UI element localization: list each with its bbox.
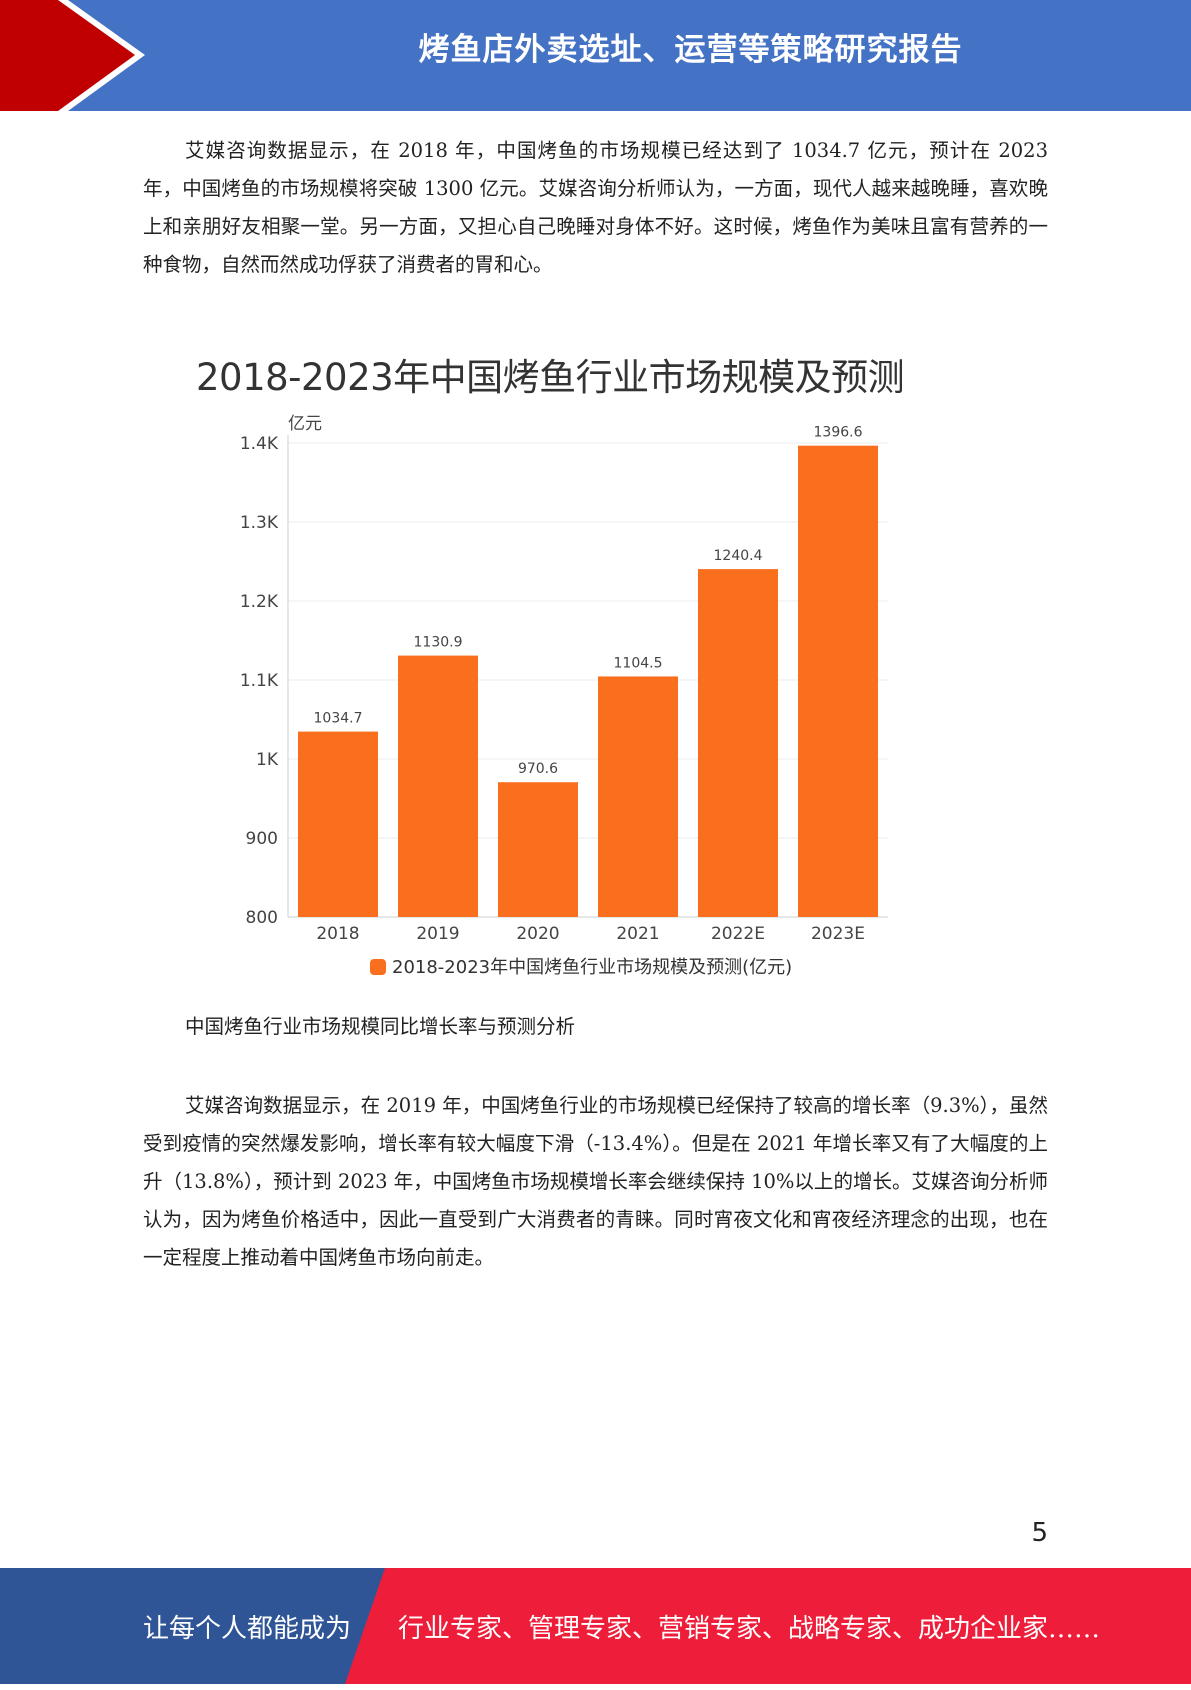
market-size-chart: 2018-2023年中国烤鱼行业市场规模及预测 800 900 1K 1.1K 1.2K… <box>180 335 1020 995</box>
legend-swatch <box>370 959 386 975</box>
bar <box>398 655 478 917</box>
legend-label: 2018-2023年中国烤鱼行业市场规模及预测(亿元) <box>392 957 793 978</box>
y-tick-label: 1.2K <box>240 592 279 612</box>
header-title: 烤鱼店外卖选址、运营等策略研究报告 <box>418 32 963 68</box>
y-tick-label: 1K <box>256 750 279 770</box>
footer-slogan-left: 让每个人都能成为 <box>143 1614 352 1644</box>
y-tick-label: 1.4K <box>240 434 279 454</box>
page-header: 烤鱼店外卖选址、运营等策略研究报告 <box>0 0 1191 111</box>
bar <box>598 676 678 917</box>
y-tick-label: 900 <box>246 829 278 849</box>
page-number: 5 <box>1031 1518 1048 1548</box>
chart-legend: 2018-2023年中国烤鱼行业市场规模及预测(亿元) <box>370 953 792 979</box>
chart-title: 2018-2023年中国烤鱼行业市场规模及预测 <box>196 356 905 399</box>
x-tick-label: 2023E <box>811 924 865 944</box>
footer-slogan-right: 行业专家、管理专家、营销专家、战略专家、成功企业家…… <box>398 1614 1101 1644</box>
bar-value-label: 1240.4 <box>714 548 763 564</box>
bar <box>698 569 778 917</box>
chart-plot: 800 900 1K 1.1K 1.2K 1.3K 1.4K 亿元 1034.7 2018 1130… <box>240 414 888 944</box>
bar-value-label: 970.6 <box>518 761 558 777</box>
bar-value-label: 1130.9 <box>414 635 463 651</box>
bar-value-label: 1034.7 <box>314 711 363 727</box>
section-subheading: 中国烤鱼行业市场规模同比增长率与预测分析 <box>185 1015 576 1038</box>
x-tick-label: 2021 <box>616 924 659 944</box>
bar <box>498 782 578 917</box>
y-axis-unit-label: 亿元 <box>288 414 322 434</box>
y-tick-label: 1.1K <box>240 671 279 691</box>
y-tick-label: 1.3K <box>240 513 279 533</box>
bar <box>798 445 878 917</box>
page-footer: 让每个人都能成为 行业专家、管理专家、营销专家、战略专家、成功企业家…… <box>0 1568 1191 1684</box>
bar-value-label: 1104.5 <box>614 655 663 671</box>
bar <box>298 731 378 917</box>
intro-paragraph: 艾媒咨询数据显示，在 2018 年，中国烤鱼的市场规模已经达到了 1034.7 … <box>143 139 1048 276</box>
x-tick-label: 2020 <box>516 924 559 944</box>
header-arrow-decoration <box>0 0 145 111</box>
x-tick-label: 2018 <box>316 924 359 944</box>
growth-paragraph: 艾媒咨询数据显示，在 2019 年，中国烤鱼行业的市场规模已经保持了较高的增长率… <box>143 1094 1048 1269</box>
x-tick-label: 2022E <box>711 924 765 944</box>
footer-background <box>0 1568 1191 1684</box>
x-tick-label: 2019 <box>416 924 459 944</box>
bar-value-label: 1396.6 <box>814 425 863 441</box>
y-tick-label: 800 <box>246 908 278 928</box>
